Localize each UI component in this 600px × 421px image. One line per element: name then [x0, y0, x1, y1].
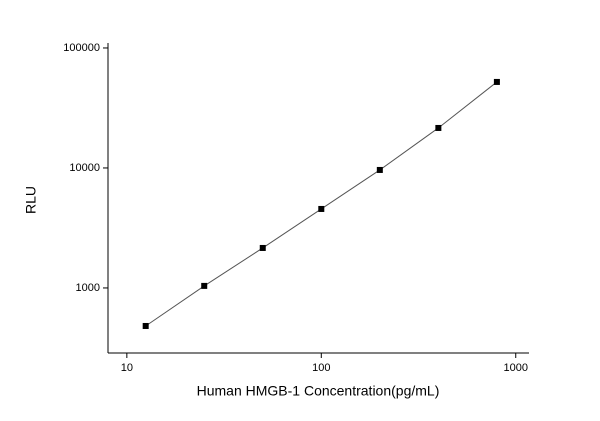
y-tick-label: 1000: [76, 282, 100, 294]
fit-line: [145, 81, 498, 327]
data-point: [142, 322, 149, 329]
x-tick-label: 10: [121, 362, 133, 374]
data-point: [376, 166, 383, 173]
data-point: [318, 205, 325, 212]
y-tick-label: 10000: [69, 162, 100, 174]
x-axis-title: Human HMGB-1 Concentration(pg/mL): [197, 383, 440, 399]
data-point: [259, 244, 266, 251]
y-tick-label: 100000: [63, 42, 100, 54]
x-tick-label: 1000: [503, 362, 527, 374]
x-tick-label: 100: [312, 362, 330, 374]
data-point: [493, 78, 500, 85]
y-axis-title: RLU: [23, 186, 39, 214]
data-point: [201, 282, 208, 289]
data-point: [435, 124, 442, 131]
